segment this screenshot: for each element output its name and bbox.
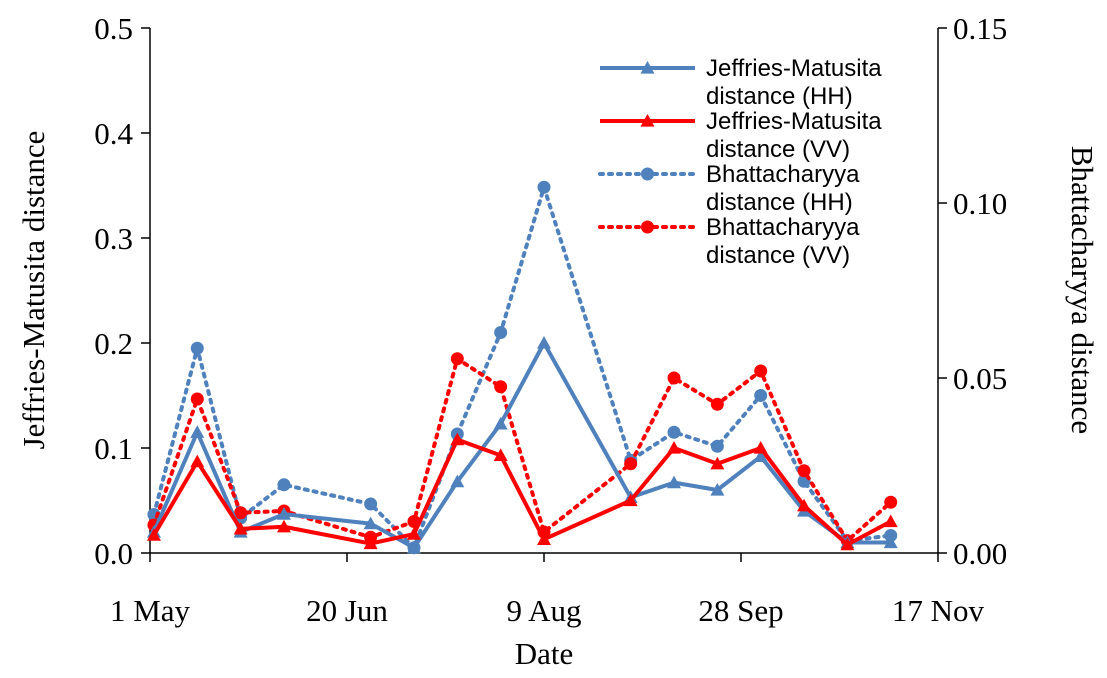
- legend-label: distance (VV): [706, 136, 850, 163]
- series-layer: [146, 180, 898, 555]
- legend-swatch-marker: [641, 220, 654, 234]
- data-point: [667, 441, 682, 454]
- data-point: [883, 514, 898, 528]
- x-tick-label: 20 Jun: [306, 593, 388, 628]
- data-point: [277, 478, 291, 492]
- legend-swatch-marker: [640, 61, 655, 74]
- legend-label: distance (VV): [706, 242, 850, 269]
- x-tick-label: 17 Nov: [892, 593, 985, 628]
- data-point: [450, 432, 465, 446]
- data-point: [450, 352, 464, 366]
- data-point: [623, 493, 638, 507]
- data-point: [710, 456, 725, 470]
- series-line: [152, 437, 892, 547]
- legend-swatch-marker: [641, 167, 654, 181]
- data-point: [493, 416, 508, 430]
- left-y-tick-label: 0.0: [94, 536, 133, 571]
- series-2: [146, 432, 898, 551]
- data-point: [190, 341, 204, 355]
- right-y-tick-label: 0.15: [953, 11, 1007, 46]
- data-point: [406, 527, 421, 540]
- data-point: [537, 180, 551, 194]
- data-point: [494, 380, 508, 394]
- data-point: [406, 540, 421, 554]
- data-point: [276, 519, 291, 533]
- x-tick-label: 28 Sep: [698, 593, 783, 628]
- data-point: [797, 464, 811, 478]
- x-axis-title: Date: [515, 636, 574, 671]
- data-point: [537, 532, 551, 545]
- series-line: [152, 341, 891, 550]
- data-point: [710, 397, 724, 411]
- data-point: [883, 535, 898, 549]
- left-y-axis-title: Jeffries-Matusita distance: [16, 131, 51, 450]
- data-point: [753, 441, 768, 454]
- legend-label: distance (HH): [706, 189, 853, 216]
- legend-label: Jeffries-Matusita: [706, 55, 882, 82]
- left-y-tick-label: 0.5: [94, 11, 133, 46]
- data-point: [710, 483, 725, 496]
- right-y-tick-label: 0.10: [953, 186, 1007, 221]
- data-point: [754, 364, 768, 378]
- x-ticks: 1 May 20 Jun 9 Aug 28 Sep 17 Nov: [110, 553, 985, 628]
- data-point: [667, 371, 681, 385]
- right-y-axis-title: Bhattacharyya distance: [1065, 146, 1100, 434]
- data-point: [190, 425, 205, 438]
- left-y-tick-label: 0.4: [94, 116, 133, 151]
- data-point: [710, 439, 724, 453]
- legend-swatch-marker: [640, 114, 655, 127]
- right-y-tick-label: 0.00: [953, 536, 1007, 571]
- data-point: [276, 507, 291, 520]
- data-point: [884, 495, 898, 509]
- left-y-ticks: 0.0 0.1 0.2 0.3 0.4 0.5: [94, 11, 150, 571]
- data-point: [233, 521, 248, 535]
- data-point: [840, 537, 855, 551]
- data-point: [493, 448, 508, 461]
- data-point: [363, 516, 378, 530]
- series-line: [151, 185, 893, 550]
- right-y-tick-label: 0.05: [953, 361, 1007, 396]
- data-point: [797, 498, 812, 512]
- data-point: [450, 474, 465, 488]
- x-tick-label: 9 Aug: [507, 593, 582, 628]
- data-point: [190, 454, 205, 468]
- left-y-tick-label: 0.3: [94, 221, 133, 256]
- series-line: [151, 356, 893, 543]
- legend-label: Bhattacharyya: [706, 161, 860, 188]
- data-point: [364, 497, 378, 511]
- x-tick-label: 1 May: [110, 593, 191, 628]
- data-point: [146, 528, 161, 541]
- data-point: [754, 389, 768, 402]
- data-point: [494, 326, 508, 339]
- legend-label: distance (HH): [706, 83, 853, 110]
- legend-label: Jeffries-Matusita: [706, 108, 882, 135]
- data-point: [363, 536, 378, 550]
- legend-label: Bhattacharyya: [706, 214, 860, 241]
- left-y-tick-label: 0.1: [94, 431, 133, 466]
- data-point: [537, 336, 551, 349]
- data-point: [234, 506, 248, 520]
- data-point: [667, 425, 681, 439]
- data-point: [190, 392, 204, 406]
- data-point: [667, 475, 682, 489]
- left-y-tick-label: 0.2: [94, 326, 133, 361]
- data-point: [624, 457, 638, 471]
- right-y-ticks: 0.00 0.05 0.10 0.15: [938, 11, 1007, 571]
- data-point: [753, 449, 768, 462]
